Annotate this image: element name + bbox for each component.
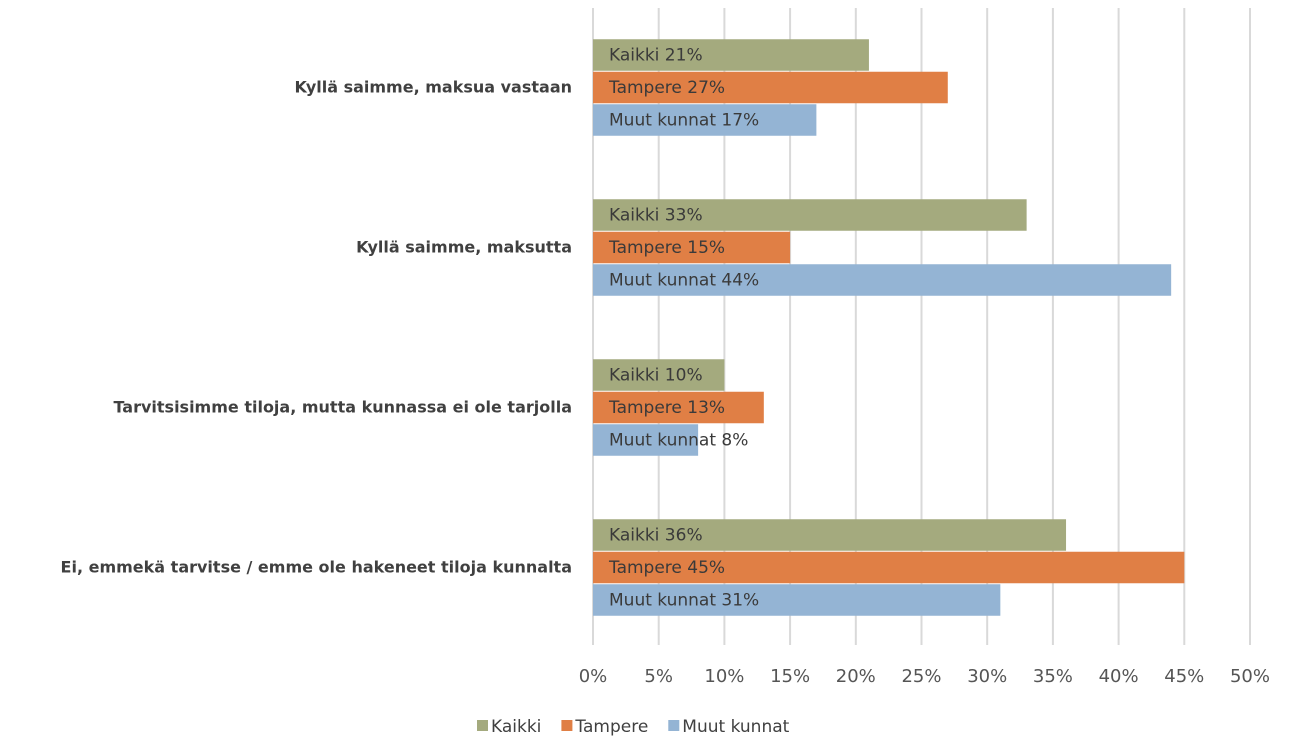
data-label: Kaikki 21% [609,46,703,66]
x-tick-label: 50% [1230,666,1270,687]
legend-label: Kaikki [491,717,541,737]
bar [593,584,1001,616]
x-tick-label: 20% [836,666,876,687]
bar [593,424,699,456]
x-tick-label: 10% [704,666,744,687]
category-label: Ei, emmekä tarvitse / emme ole hakeneet … [61,558,572,577]
bar [593,231,791,264]
legend-swatch [477,720,488,731]
bar [593,104,817,136]
bar [593,359,725,391]
category-label: Kyllä saimme, maksua vastaan [294,78,572,97]
data-label: Muut kunnat 8% [609,431,748,451]
legend-swatch [668,720,680,731]
category-label: Kyllä saimme, maksutta [356,238,572,257]
x-tick-label: 35% [1033,666,1073,687]
x-tick-label: 45% [1164,666,1204,687]
x-tick-label: 5% [644,666,673,687]
x-tick-label: 15% [770,666,810,687]
data-label: Tampere 45% [608,558,725,578]
bar [593,39,869,71]
bar [593,199,1027,231]
bar [593,391,764,424]
x-tick-label: 0% [579,666,608,687]
data-label: Muut kunnat 44% [609,271,759,291]
data-label: Kaikki 10% [609,366,703,386]
data-label: Kaikki 36% [609,526,703,546]
bar [593,264,1172,296]
x-tick-label: 40% [1099,666,1139,687]
bar [593,519,1067,551]
data-label: Muut kunnat 17% [609,111,759,131]
data-label: Muut kunnat 31% [609,591,759,611]
data-label: Tampere 15% [608,238,725,258]
legend-swatch [561,720,573,731]
x-tick-label: 30% [967,666,1007,687]
bar [593,551,1185,584]
data-label: Tampere 13% [608,398,725,418]
legend-label: Muut kunnat [682,717,789,737]
category-label: Tarvitsisimme tiloja, mutta kunnassa ei … [113,398,572,417]
data-label: Kaikki 33% [609,206,703,226]
data-label: Tampere 27% [608,78,725,98]
bar [593,71,948,104]
x-tick-label: 25% [901,666,941,687]
legend-label: Tampere [574,717,648,737]
